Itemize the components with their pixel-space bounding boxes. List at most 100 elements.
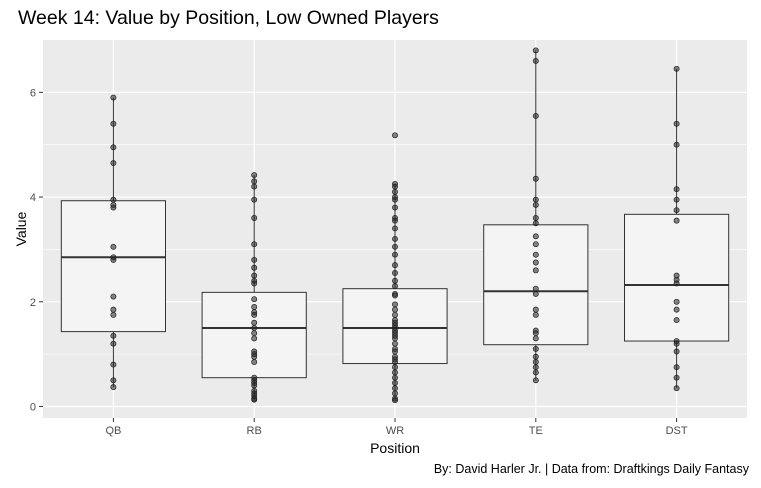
x-axis-title: Position xyxy=(370,440,420,456)
data-point-wr xyxy=(392,379,398,386)
x-tick-label: QB xyxy=(105,425,121,437)
data-point-te xyxy=(532,335,539,342)
data-point-te xyxy=(532,353,539,360)
data-point-wr xyxy=(392,335,398,342)
data-point-rb xyxy=(251,319,258,326)
y-tick-label: 0 xyxy=(30,401,36,413)
data-point-wr xyxy=(392,306,398,313)
data-point-te xyxy=(532,220,539,227)
data-point-rb xyxy=(251,196,258,203)
data-point-wr xyxy=(392,188,398,195)
data-point-dst xyxy=(673,348,680,355)
data-point-te xyxy=(532,233,539,240)
data-point-rb xyxy=(251,396,258,403)
data-point-te xyxy=(532,359,539,365)
data-point-rb xyxy=(251,178,258,185)
data-point-wr xyxy=(392,283,398,290)
data-point-te xyxy=(532,377,539,384)
data-point-dst xyxy=(673,306,680,313)
data-point-te xyxy=(532,259,539,266)
data-point-te xyxy=(532,241,539,248)
data-point-qb xyxy=(110,332,117,339)
data-point-te xyxy=(532,47,539,54)
data-point-dst xyxy=(673,298,680,305)
data-point-te xyxy=(532,201,539,208)
data-point-rb xyxy=(251,353,258,360)
data-point-dst xyxy=(673,385,680,392)
data-point-qb xyxy=(110,144,117,151)
data-point-rb xyxy=(251,335,258,342)
data-point-wr xyxy=(392,364,398,371)
data-point-rb xyxy=(251,280,258,287)
data-point-wr xyxy=(392,301,398,308)
data-point-rb xyxy=(251,382,258,389)
data-point-dst xyxy=(673,141,680,148)
x-tick-label: DST xyxy=(666,425,688,437)
data-point-dst xyxy=(673,280,680,287)
data-point-wr xyxy=(392,243,398,250)
data-point-qb xyxy=(110,196,117,203)
data-point-wr xyxy=(392,340,398,347)
data-point-dst xyxy=(673,317,680,324)
data-point-te xyxy=(532,57,539,64)
data-point-te xyxy=(532,175,539,182)
data-point-te xyxy=(532,215,539,221)
data-point-wr xyxy=(392,183,398,190)
data-point-rb xyxy=(251,264,258,271)
data-point-te xyxy=(532,306,539,313)
data-point-dst xyxy=(673,374,680,381)
data-point-wr xyxy=(392,374,398,381)
data-point-te xyxy=(532,267,539,274)
data-point-rb xyxy=(251,330,258,337)
x-tick-label: TE xyxy=(529,425,543,437)
data-point-wr xyxy=(392,217,398,224)
data-point-qb xyxy=(110,361,117,368)
data-point-wr xyxy=(392,385,398,392)
data-point-rb xyxy=(251,256,258,263)
data-point-dst xyxy=(673,196,680,203)
data-point-rb xyxy=(251,296,258,303)
chart-caption: By: David Harler Jr. | Data from: Draftk… xyxy=(433,462,749,476)
data-point-wr xyxy=(392,196,398,203)
data-points xyxy=(110,47,680,404)
data-point-wr xyxy=(392,369,398,376)
chart-title: Week 14: Value by Position, Low Owned Pl… xyxy=(18,7,439,29)
data-point-dst xyxy=(673,65,680,72)
y-tick-label: 6 xyxy=(30,87,36,99)
data-point-wr xyxy=(392,270,398,276)
data-point-wr xyxy=(392,251,398,258)
data-point-te xyxy=(532,369,539,376)
data-point-qb xyxy=(110,306,117,313)
data-point-wr xyxy=(392,348,398,355)
data-point-te xyxy=(532,290,539,297)
data-point-dst xyxy=(673,217,680,224)
data-point-qb xyxy=(110,243,117,250)
x-tick-label: WR xyxy=(386,425,404,437)
data-point-dst xyxy=(673,340,680,347)
data-point-rb xyxy=(251,359,258,365)
data-point-dst xyxy=(673,207,680,214)
data-point-dst xyxy=(673,120,680,127)
data-point-rb xyxy=(251,215,258,221)
x-tick-label: RB xyxy=(247,425,262,437)
data-point-rb xyxy=(251,304,258,310)
axes: 0 2 4 6 QB RB WR TE DST xyxy=(30,87,688,437)
data-point-te xyxy=(532,196,539,203)
data-point-rb xyxy=(251,325,258,331)
data-point-rb xyxy=(251,183,258,190)
data-point-wr xyxy=(392,390,398,397)
data-point-qb xyxy=(110,384,117,391)
data-point-dst xyxy=(673,364,680,371)
data-point-wr xyxy=(392,292,398,299)
data-point-qb xyxy=(110,311,117,318)
data-point-wr xyxy=(392,225,398,232)
data-point-rb xyxy=(251,311,258,318)
data-point-dst xyxy=(673,186,680,193)
data-point-wr xyxy=(392,359,398,365)
data-point-qb xyxy=(110,120,117,127)
data-point-wr xyxy=(392,204,398,211)
data-point-wr xyxy=(392,235,398,242)
data-point-qb xyxy=(110,204,117,211)
data-point-wr xyxy=(392,262,398,269)
